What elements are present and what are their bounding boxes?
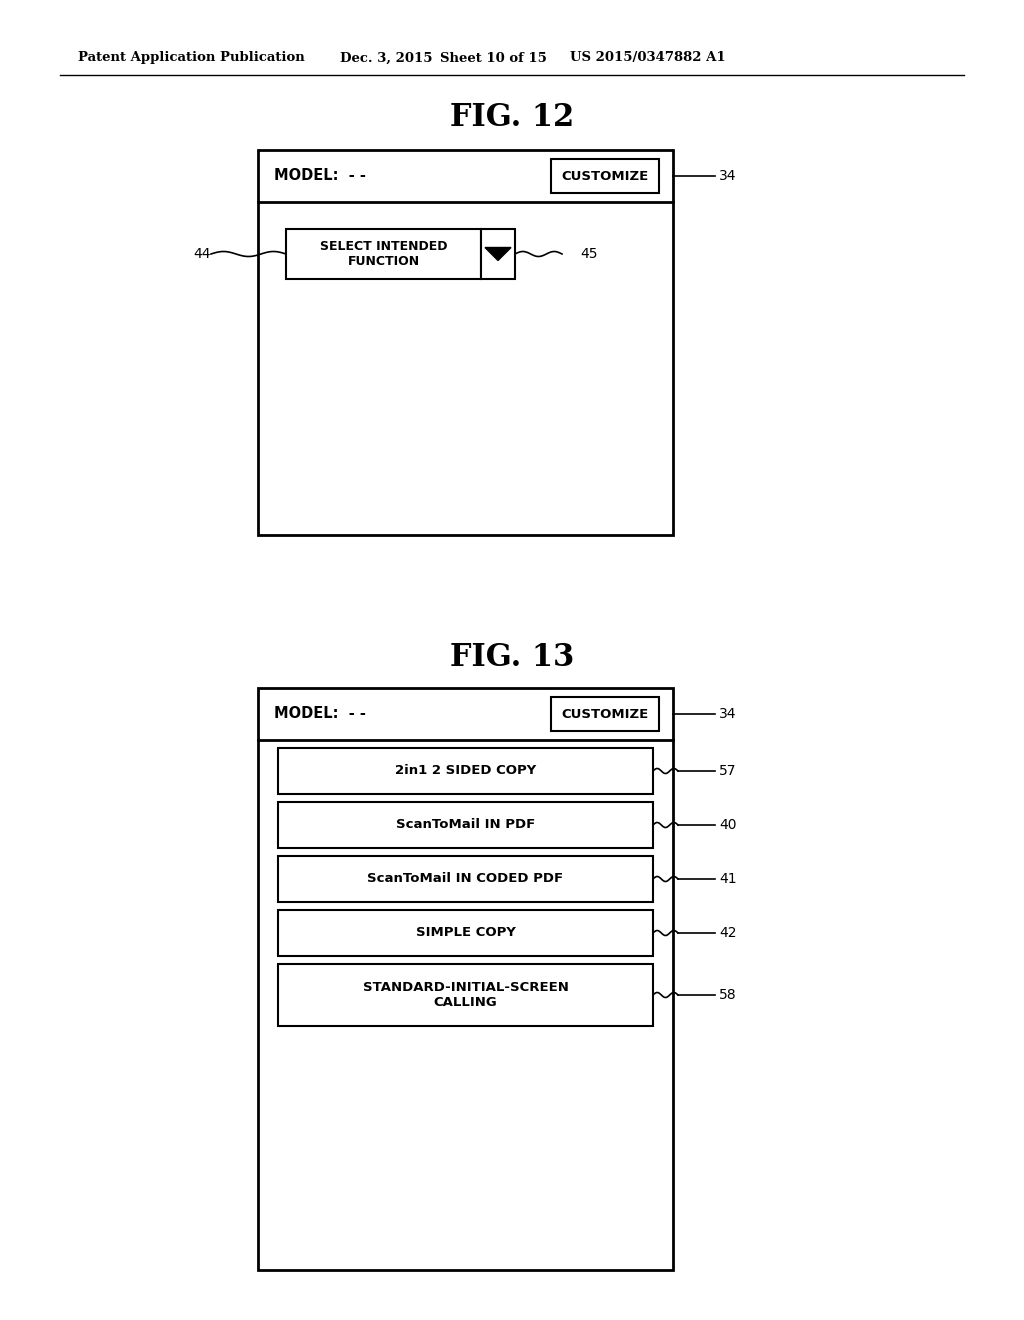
Text: 34: 34: [719, 708, 736, 721]
Text: Patent Application Publication: Patent Application Publication: [78, 51, 305, 65]
Bar: [551, 697, 659, 731]
Bar: [481, 228, 515, 279]
Text: MODEL:  - -: MODEL: - -: [274, 706, 366, 722]
Text: 40: 40: [719, 818, 736, 832]
Text: ScanToMail IN PDF: ScanToMail IN PDF: [396, 818, 536, 832]
Text: 42: 42: [719, 927, 736, 940]
Text: 2in1 2 SIDED COPY: 2in1 2 SIDED COPY: [395, 764, 537, 777]
Bar: [278, 909, 653, 956]
Bar: [278, 964, 653, 1026]
Text: CUSTOMIZE: CUSTOMIZE: [561, 169, 648, 182]
Text: 44: 44: [193, 247, 211, 261]
Text: FIG. 13: FIG. 13: [450, 643, 574, 673]
Bar: [258, 688, 673, 1270]
Text: 45: 45: [580, 247, 597, 261]
Text: MODEL:  - -: MODEL: - -: [274, 169, 366, 183]
Text: Dec. 3, 2015: Dec. 3, 2015: [340, 51, 432, 65]
Text: 57: 57: [719, 764, 736, 777]
Bar: [551, 158, 659, 193]
Text: FIG. 12: FIG. 12: [450, 103, 574, 133]
Bar: [278, 748, 653, 795]
Text: US 2015/0347882 A1: US 2015/0347882 A1: [570, 51, 726, 65]
Bar: [286, 228, 481, 279]
Bar: [258, 150, 673, 535]
Text: STANDARD-INITIAL-SCREEN
CALLING: STANDARD-INITIAL-SCREEN CALLING: [362, 981, 568, 1008]
Polygon shape: [485, 248, 511, 260]
Text: 34: 34: [719, 169, 736, 183]
Text: SELECT INTENDED
FUNCTION: SELECT INTENDED FUNCTION: [319, 240, 447, 268]
Bar: [278, 803, 653, 847]
Bar: [278, 855, 653, 902]
Text: 58: 58: [719, 987, 736, 1002]
Text: SIMPLE COPY: SIMPLE COPY: [416, 927, 515, 940]
Text: 41: 41: [719, 873, 736, 886]
Text: ScanToMail IN CODED PDF: ScanToMail IN CODED PDF: [368, 873, 563, 886]
Text: CUSTOMIZE: CUSTOMIZE: [561, 708, 648, 721]
Text: Sheet 10 of 15: Sheet 10 of 15: [440, 51, 547, 65]
